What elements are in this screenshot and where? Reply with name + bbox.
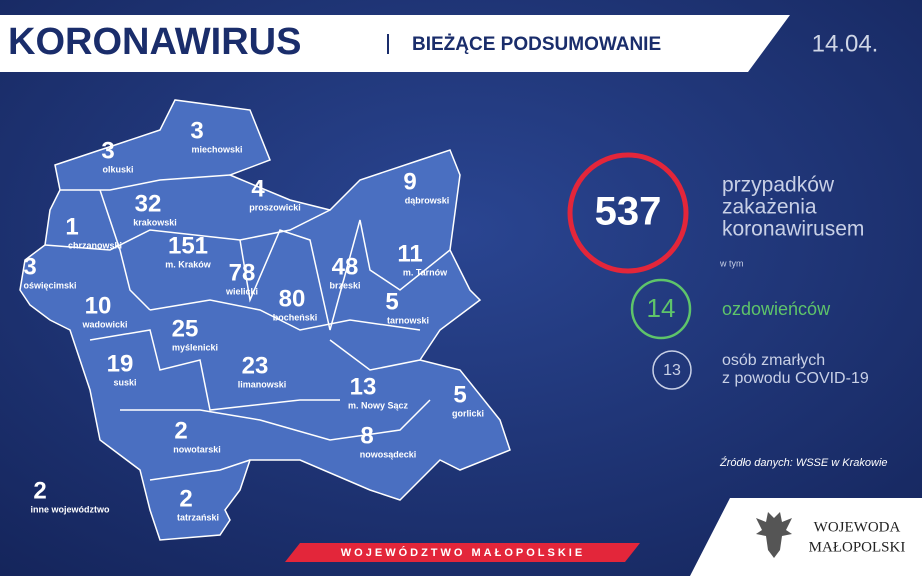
district-count: 78 (229, 259, 256, 286)
district-count: 151 (168, 232, 208, 259)
district-count: 3 (190, 117, 203, 144)
district-name: limanowski (238, 379, 287, 389)
district-count: 3 (101, 137, 114, 164)
district-name: proszowicki (249, 202, 301, 212)
district-name: bocheński (273, 312, 318, 322)
border (149, 299, 421, 331)
recovered-value: 14 (647, 293, 676, 323)
region-outline (19, 99, 511, 541)
district-name: wadowicki (81, 319, 127, 329)
district-name: chrzanowski (68, 240, 122, 250)
total-circle (567, 152, 689, 274)
border (239, 219, 451, 331)
border (89, 329, 340, 411)
date: 14.04. (812, 30, 879, 57)
source: Źródło danych: WSSE w Krakowie (719, 456, 888, 469)
district-name: gorlicki (452, 408, 484, 418)
border (60, 174, 231, 191)
district-name: nowosądecki (360, 449, 417, 459)
logo-box (690, 498, 922, 576)
logo-line: MAŁOPOLSKI (809, 539, 906, 555)
district-count: 8 (360, 422, 373, 449)
subtitle: BIEŻĄCE PODSUMOWANIE (412, 34, 661, 55)
district-count: 2 (179, 485, 192, 512)
district-name: tatrzański (177, 512, 219, 522)
border (329, 339, 421, 371)
district-name: brzeski (329, 280, 360, 290)
district-name: nowotarski (173, 444, 221, 454)
district-name: miechowski (191, 144, 242, 154)
district-name: m. Nowy Sącz (348, 400, 409, 410)
border (149, 459, 251, 481)
deaths-label-line: osób zmarłych (722, 352, 825, 369)
district-count: 2 (33, 477, 46, 504)
district-count: 4 (251, 175, 265, 202)
logo-line: WOJEWODA (814, 519, 901, 535)
total-label-line: zakażenia (722, 196, 817, 219)
footer-banner (285, 543, 640, 562)
district-count: 10 (85, 292, 112, 319)
district-count: 23 (242, 352, 269, 379)
district-count: 80 (279, 285, 306, 312)
district-labels: 3olkuski3miechowski4proszowicki9dąbrowsk… (23, 117, 484, 522)
district-count: 5 (385, 288, 398, 315)
district-name: dąbrowski (405, 195, 450, 205)
border (120, 399, 431, 441)
total-label-line: przypadków (722, 174, 835, 197)
total-value: 537 (595, 190, 662, 234)
district-count: 3 (23, 253, 36, 280)
map (19, 99, 511, 541)
total-label-line: koronawirusem (722, 218, 864, 241)
district-name: m. Tarnów (403, 267, 448, 277)
district-count: 25 (172, 315, 199, 342)
district-name: wielicki (225, 286, 258, 296)
including: w tym (719, 258, 744, 268)
district-name: tarnowski (387, 315, 429, 325)
border (99, 189, 151, 311)
district-name: myślenicki (172, 342, 218, 352)
recovered-label: ozdowieńców (722, 299, 831, 319)
district-count: 48 (332, 253, 359, 280)
district-name: inne województwo (31, 504, 110, 514)
header-bar (0, 15, 790, 72)
district-count: 19 (107, 350, 134, 377)
border (44, 209, 331, 251)
district-name: suski (113, 377, 136, 387)
district-name: olkuski (102, 164, 133, 174)
district-count: 1 (65, 213, 78, 240)
deaths-value: 13 (663, 362, 681, 379)
district-count: 13 (350, 373, 377, 400)
district-count: 9 (403, 168, 416, 195)
eagle-emblem (756, 512, 792, 558)
deaths-circle (652, 350, 692, 390)
district-count: 5 (453, 381, 466, 408)
title: KORONAWIRUS (8, 21, 301, 63)
district-name: oświęcimski (23, 280, 76, 290)
footer-banner-text: WOJEWÓDZTWO MAŁOPOLSKIE (341, 546, 585, 559)
recovered-circle (630, 278, 692, 340)
district-count: 32 (135, 190, 162, 217)
district-name: krakowski (133, 217, 177, 227)
district-name: m. Kraków (165, 259, 212, 269)
deaths-label-line: z powodu COVID-19 (722, 370, 869, 387)
district-count: 11 (397, 240, 422, 267)
district-count: 2 (174, 417, 187, 444)
